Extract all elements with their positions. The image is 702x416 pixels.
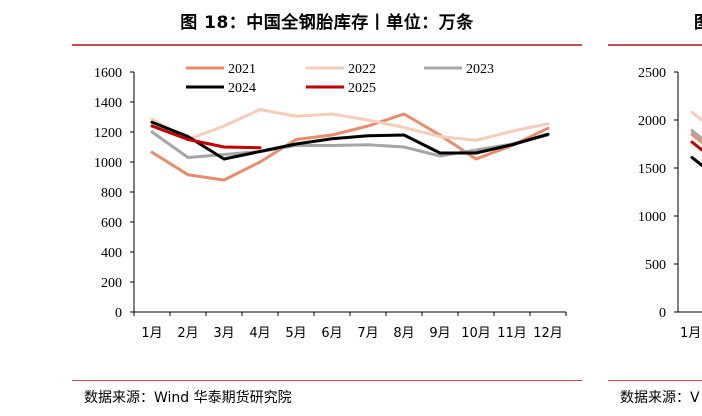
y-tick-label: 0 bbox=[115, 306, 122, 321]
right-x-tick-label: 1月 bbox=[680, 326, 701, 341]
series-line-2022 bbox=[150, 108, 550, 142]
legend-label: 2023 bbox=[466, 62, 494, 77]
right-y-tick-label: 1500 bbox=[638, 162, 666, 177]
x-tick-label: 6月 bbox=[321, 326, 342, 341]
x-tick-label: 3月 bbox=[213, 326, 234, 341]
y-tick-label: 1600 bbox=[94, 66, 122, 81]
x-tick-label: 11月 bbox=[497, 326, 527, 341]
bottom-divider bbox=[72, 380, 582, 381]
right-y-tick-label: 2500 bbox=[638, 66, 666, 81]
y-tick-label: 1400 bbox=[94, 96, 122, 111]
legend-item-2023: 2023 bbox=[424, 62, 494, 77]
series-line-2025 bbox=[150, 124, 262, 150]
data-source: 数据来源：Wind 华泰期货研究院 bbox=[84, 390, 292, 406]
legend-item-2025: 2025 bbox=[306, 81, 376, 96]
y-tick-label: 200 bbox=[101, 276, 122, 291]
legend-label: 2024 bbox=[228, 81, 256, 96]
legend-item-2022: 2022 bbox=[306, 62, 376, 77]
right-y-tick-label: 500 bbox=[645, 258, 666, 273]
legend-label: 2021 bbox=[228, 62, 256, 77]
legend-item-2021: 2021 bbox=[186, 62, 256, 77]
right-series-line-2024 bbox=[690, 155, 702, 167]
legend-label: 2022 bbox=[348, 62, 376, 77]
y-tick-label: 400 bbox=[101, 246, 122, 261]
legend-label: 2025 bbox=[348, 81, 376, 96]
right-chart-axes: 0 500 1000 1500 2000 2500 1月 bbox=[638, 66, 702, 341]
x-tick-label: 10月 bbox=[461, 326, 491, 341]
x-tick-label: 2月 bbox=[177, 326, 198, 341]
x-tick-label: 1月 bbox=[141, 326, 162, 341]
right-series-line-2023 bbox=[690, 129, 702, 141]
right-series-line-2021 bbox=[690, 132, 702, 144]
x-tick-label: 12月 bbox=[533, 326, 563, 341]
series-line-2021 bbox=[150, 112, 550, 182]
right-series-line-2025 bbox=[690, 140, 702, 152]
right-bottom-divider bbox=[608, 380, 702, 381]
right-chart-lines bbox=[690, 110, 702, 167]
right-y-tick-label: 1000 bbox=[638, 210, 666, 225]
y-tick-label: 800 bbox=[101, 186, 122, 201]
left-chart-lines bbox=[150, 108, 550, 182]
right-y-tick-label: 2000 bbox=[638, 114, 666, 129]
top-divider bbox=[72, 44, 582, 46]
y-tick-label: 600 bbox=[101, 216, 122, 231]
right-series-line-2022 bbox=[690, 110, 702, 122]
chart-legend: 2021 2022 2023 2024 2025 bbox=[186, 62, 494, 96]
chart-title: 图 18：中国全钢胎库存丨单位：万条 bbox=[180, 13, 474, 33]
right-y-tick-label: 0 bbox=[659, 306, 666, 321]
y-tick-label: 1000 bbox=[94, 156, 122, 171]
x-tick-label: 7月 bbox=[357, 326, 378, 341]
legend-item-2024: 2024 bbox=[186, 81, 256, 96]
right-data-source-fragment: 数据来源：V bbox=[620, 390, 700, 406]
x-tick-label: 9月 bbox=[429, 326, 450, 341]
right-top-divider bbox=[608, 44, 702, 46]
series-line-2024 bbox=[150, 120, 550, 161]
x-tick-label: 4月 bbox=[249, 326, 270, 341]
y-tick-label: 1200 bbox=[94, 126, 122, 141]
x-tick-label: 8月 bbox=[393, 326, 414, 341]
right-chart-title-fragment: 图 bbox=[694, 8, 702, 33]
x-tick-label: 5月 bbox=[285, 326, 306, 341]
left-chart-axes: 0 200 400 600 800 1000 1200 1400 1600 1月 2月 3月 4月 5月 6… bbox=[94, 66, 567, 341]
